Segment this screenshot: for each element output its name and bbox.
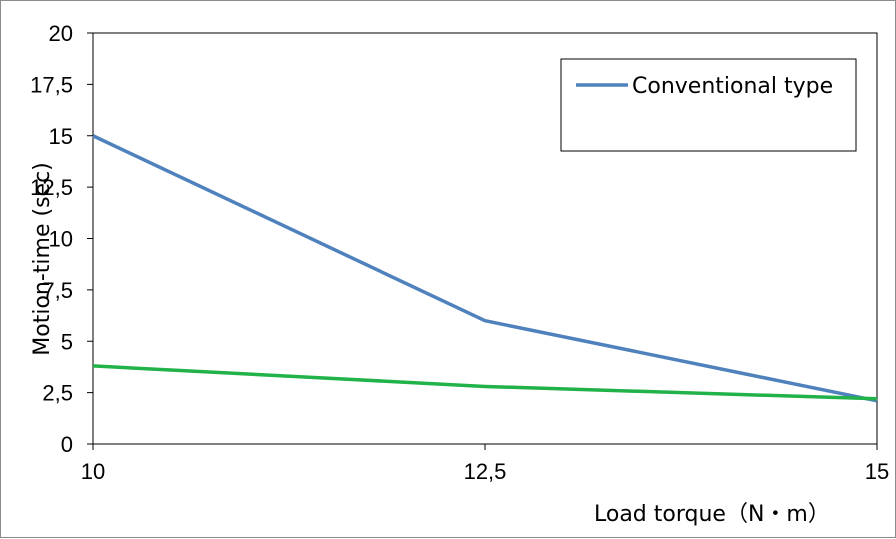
series-line-2 [92, 364, 878, 401]
chart-axes [87, 32, 878, 450]
x-tick-label: 15 [865, 459, 889, 484]
tick-labels: 0 2,5 5 7,5 10 12,5 15 17,5 20 10 12,5 15 [30, 21, 889, 484]
y-axis-title: Motion-time (sec) [30, 162, 55, 355]
series-lines [92, 134, 878, 403]
y-tick-label: 20 [49, 21, 73, 46]
legend: Conventional type [560, 58, 857, 152]
y-tick-label: 12,5 [30, 175, 73, 200]
y-tick-label: 15 [49, 124, 73, 149]
y-tick-label: 7,5 [42, 278, 73, 303]
y-tick-label: 5 [61, 329, 73, 354]
y-tick-label: 10 [49, 227, 73, 252]
x-axis-title: Load torque（N・m） [594, 502, 830, 527]
y-tick-label: 17,5 [30, 72, 73, 97]
y-tick-label: 0 [61, 432, 73, 457]
legend-box [560, 58, 857, 152]
x-tick-label: 12,5 [464, 459, 507, 484]
x-tick-label: 10 [81, 459, 105, 484]
legend-label: Conventional type [632, 74, 833, 99]
y-tick-label: 2,5 [42, 381, 73, 406]
series-line-1 [92, 134, 878, 403]
